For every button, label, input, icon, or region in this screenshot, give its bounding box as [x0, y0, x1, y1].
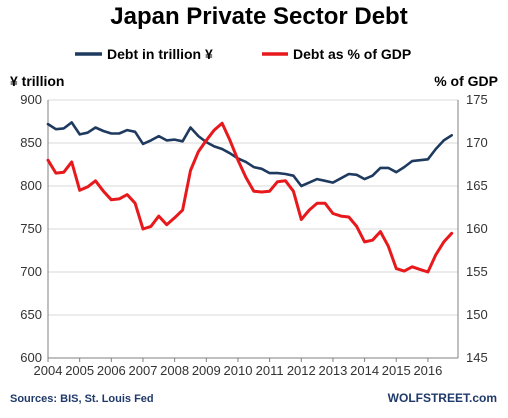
x-tick-label: 2007	[129, 363, 158, 378]
right-axis-title: % of GDP	[434, 73, 498, 89]
right-tick-label: 165	[466, 178, 488, 193]
legend: Debt in trillion ¥ Debt as % of GDP	[75, 46, 411, 62]
series-line-debt-trillion	[46, 121, 454, 188]
plot-frame	[47, 100, 459, 359]
gridlines	[48, 99, 458, 359]
x-tick-label: 2006	[97, 363, 126, 378]
left-axis-ticks: 600 650 700 750 800 850 900	[20, 92, 42, 365]
left-tick-label: 900	[20, 92, 42, 107]
x-tick-label: 2011	[256, 363, 284, 378]
chart-title: Japan Private Sector Debt	[110, 3, 407, 30]
x-tick-label: 2008	[160, 363, 189, 378]
left-tick-label: 650	[20, 307, 42, 322]
x-tick-label: 2015	[382, 363, 411, 378]
x-tick-label: 2016	[413, 363, 442, 378]
x-tick-label: 2014	[350, 363, 379, 378]
right-tick-label: 160	[466, 221, 488, 236]
x-tick-label: 2004	[34, 363, 63, 378]
x-tick-label: 2012	[287, 363, 316, 378]
x-axis-ticks: 2004 2005 2006 2007 2008 2009 2010 2011 2012 2013…	[34, 358, 442, 378]
right-tick-label: 170	[466, 135, 488, 150]
left-tick-label: 600	[20, 350, 42, 365]
brand-label: WOLFSTREET.com	[388, 391, 497, 405]
x-tick-label: 2010	[224, 363, 253, 378]
right-tick-label: 145	[466, 350, 488, 365]
series-lines	[46, 121, 454, 274]
x-tick-label: 2009	[192, 363, 221, 378]
legend-label-debt-trillion: Debt in trillion ¥	[107, 46, 213, 62]
left-tick-label: 750	[20, 221, 42, 236]
left-axis-title: ¥ trillion	[10, 73, 64, 89]
series-line-debt-gdp	[46, 121, 454, 274]
x-tick-label: 2005	[65, 363, 94, 378]
right-tick-label: 175	[466, 92, 488, 107]
right-tick-label: 150	[466, 307, 488, 322]
right-tick-label: 155	[466, 264, 488, 279]
x-tick-label: 2013	[318, 363, 347, 378]
legend-label-debt-gdp: Debt as % of GDP	[293, 46, 411, 62]
left-tick-label: 800	[20, 178, 42, 193]
source-note: Sources: BIS, St. Louis Fed	[10, 393, 154, 405]
left-tick-label: 700	[20, 264, 42, 279]
left-tick-label: 850	[20, 135, 42, 150]
right-axis-ticks: 145 150 155 160 165 170 175	[466, 92, 488, 365]
